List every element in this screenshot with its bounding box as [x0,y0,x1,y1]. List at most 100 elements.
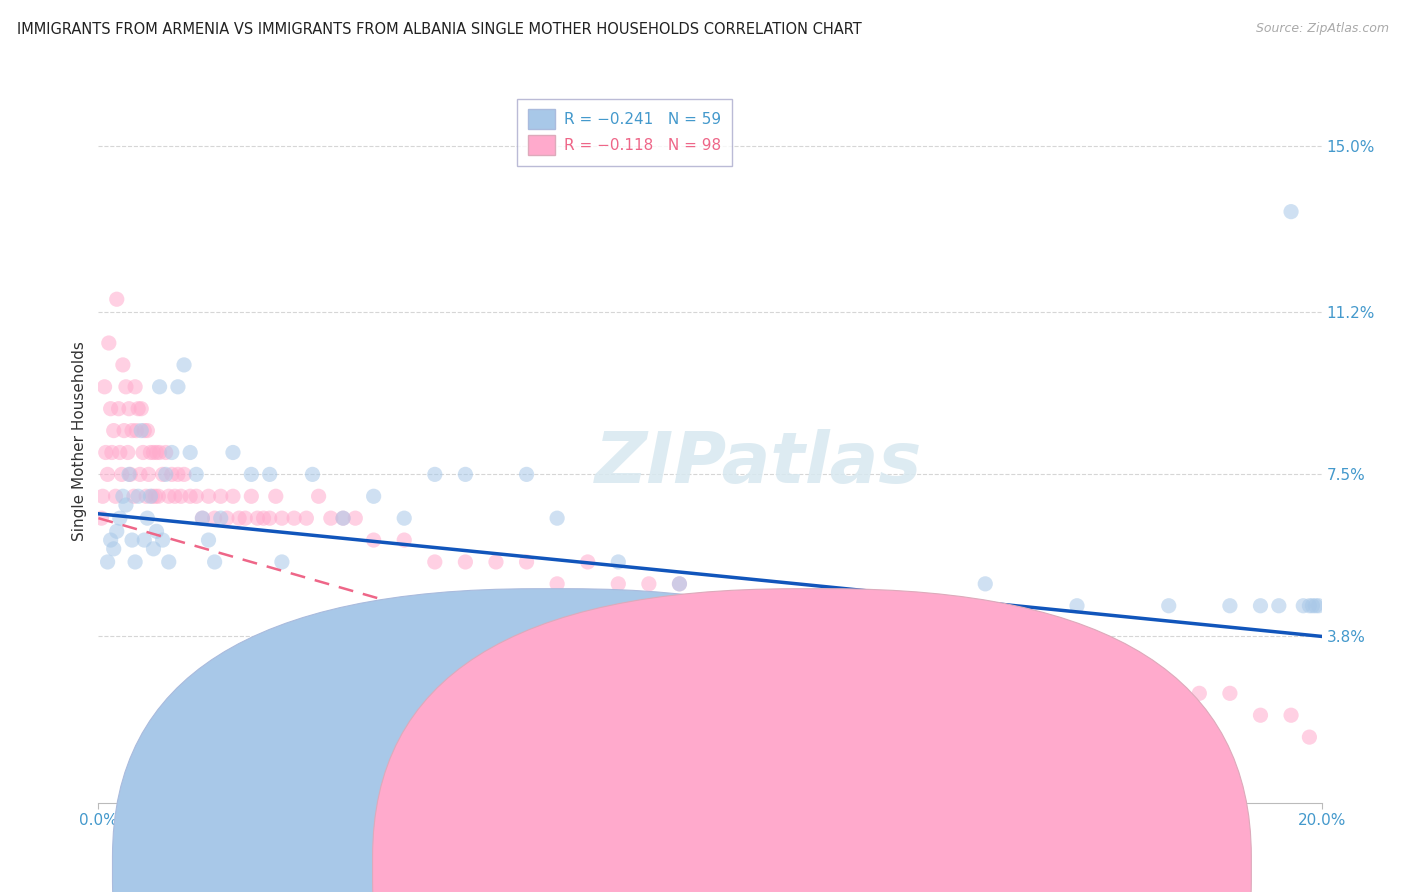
Point [134,424,156,438]
Point [1219,599,1241,613]
Point [423,467,446,482]
Point [546,577,568,591]
Point [332,511,354,525]
Point [1268,599,1291,613]
Point [209,511,232,525]
Point [204,511,226,525]
Point [127,489,149,503]
Point [125,424,148,438]
Point [157,555,180,569]
Point [141,489,163,503]
Point [136,424,159,438]
Point [264,489,287,503]
Point [97,467,120,482]
Point [204,555,226,569]
Point [155,445,177,459]
Point [135,489,157,503]
Point [97,336,120,351]
Point [283,511,305,525]
Point [1250,708,1272,723]
Point [912,599,935,613]
Point [155,467,177,482]
Point [121,424,143,438]
Point [1188,686,1211,700]
Point [730,599,752,613]
Point [173,467,195,482]
Point [111,467,134,482]
Point [120,467,142,482]
Point [485,555,508,569]
Point [173,358,195,372]
Point [157,489,180,503]
Point [240,489,263,503]
Point [148,489,170,503]
Point [215,511,238,525]
Point [90,511,112,525]
Point [134,533,156,547]
Point [97,555,120,569]
Point [332,511,354,525]
Point [138,467,160,482]
Point [1301,599,1323,613]
Point [222,489,245,503]
Point [107,401,129,416]
Point [111,489,134,503]
Point [100,533,122,547]
Point [1298,730,1320,744]
Point [1219,686,1241,700]
Point [115,380,138,394]
Point [246,511,269,525]
Point [132,445,155,459]
Point [883,599,905,613]
Point [112,424,135,438]
Point [127,401,149,416]
Text: Source: ZipAtlas.com: Source: ZipAtlas.com [1256,22,1389,36]
Point [179,445,201,459]
Point [91,489,114,503]
Point [222,445,245,459]
Point [1250,599,1272,613]
Point [240,467,263,482]
Point [124,380,146,394]
Legend: R = −0.241   N = 59, R = −0.118   N = 98: R = −0.241 N = 59, R = −0.118 N = 98 [517,99,733,166]
Point [111,358,134,372]
Point [167,467,190,482]
Point [852,599,875,613]
Point [1157,599,1180,613]
Point [129,401,152,416]
Point [115,498,138,512]
Point [233,511,256,525]
Point [145,524,167,539]
Point [363,489,385,503]
Text: Immigrants from Albania: Immigrants from Albania [837,862,1019,876]
Point [104,489,127,503]
Point [301,467,323,482]
Text: ZIPatlas: ZIPatlas [595,429,922,498]
Point [191,511,214,525]
Point [118,467,141,482]
Point [308,489,330,503]
Point [730,599,752,613]
Point [197,533,219,547]
Point [974,621,997,635]
Point [191,511,214,525]
Point [790,599,813,613]
Point [121,533,143,547]
Point [149,380,172,394]
Point [163,489,186,503]
Point [270,555,294,569]
Point [1035,642,1057,657]
Point [607,555,630,569]
Point [319,511,342,525]
Point [1308,599,1330,613]
Point [124,555,146,569]
Point [117,445,139,459]
Point [546,511,568,525]
Point [122,489,145,503]
Point [186,467,208,482]
Point [454,467,477,482]
Point [167,380,190,394]
Point [103,424,125,438]
Point [145,445,167,459]
Point [252,511,274,525]
